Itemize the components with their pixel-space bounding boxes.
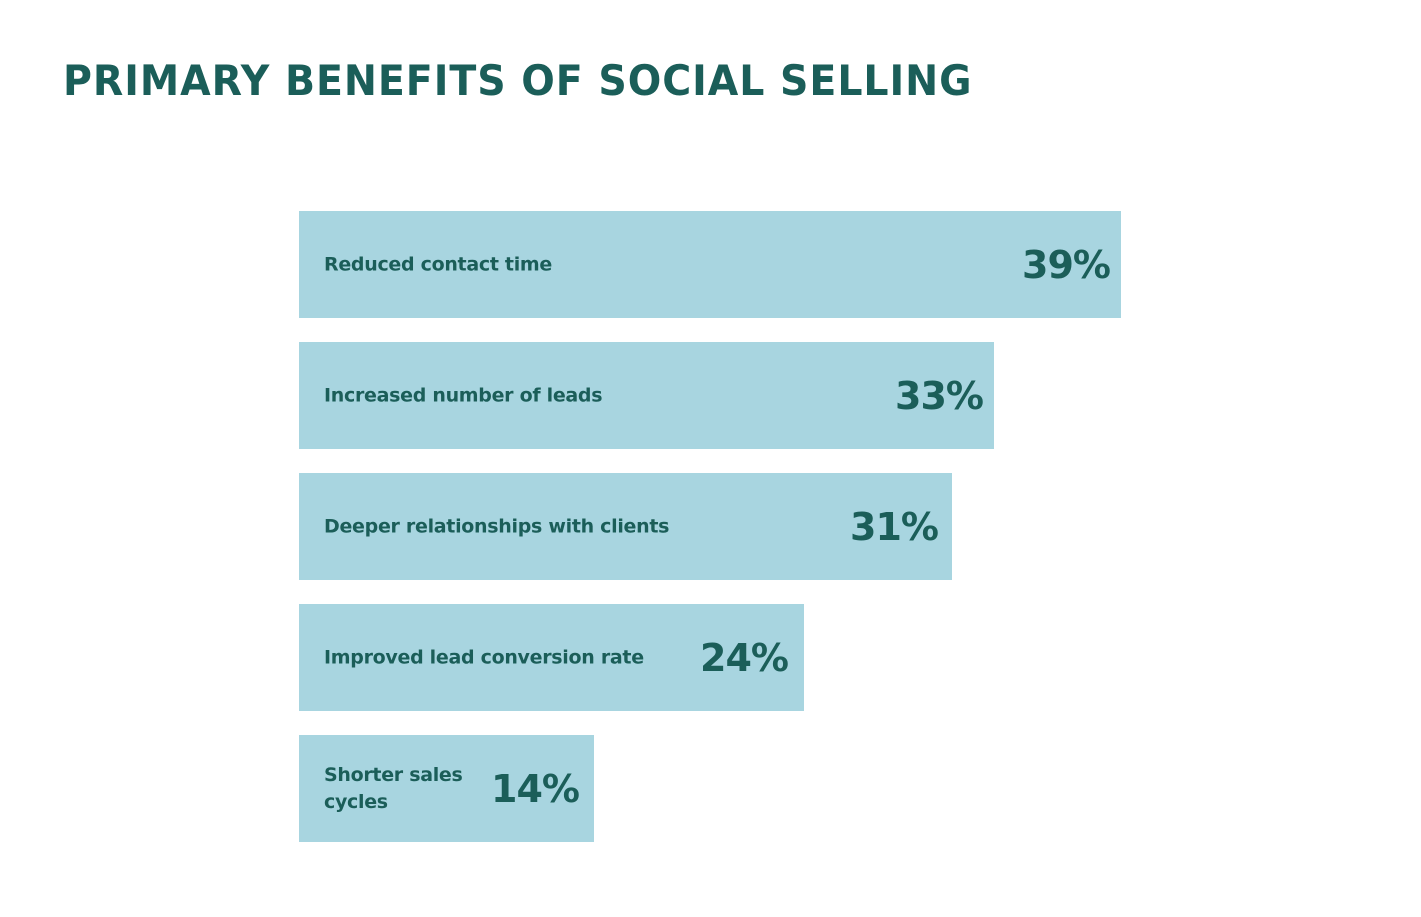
- bar-value: 33%: [895, 373, 984, 418]
- bar-label: Improved lead conversion rate: [324, 646, 644, 668]
- bar-deeper-relationships: Deeper relationships with clients 31%: [299, 473, 952, 580]
- bar-increased-leads: Increased number of leads 33%: [299, 342, 994, 449]
- bar-label: Increased number of leads: [324, 384, 603, 406]
- bar-improved-conversion: Improved lead conversion rate 24%: [299, 604, 804, 711]
- bar-value: 31%: [850, 504, 939, 549]
- bar-label: Reduced contact time: [324, 253, 552, 275]
- bar-shorter-sales-cycles: Shorter sales cycles 14%: [299, 735, 594, 842]
- bar-reduced-contact-time: Reduced contact time 39%: [299, 211, 1121, 318]
- chart-title: PRIMARY BENEFITS OF SOCIAL SELLING: [63, 56, 973, 105]
- bar-value: 24%: [700, 635, 789, 680]
- bar-label: Shorter sales cycles: [324, 763, 463, 813]
- bar-label: Deeper relationships with clients: [324, 515, 670, 537]
- bar-value: 39%: [1022, 242, 1111, 287]
- bar-value: 14%: [491, 766, 580, 811]
